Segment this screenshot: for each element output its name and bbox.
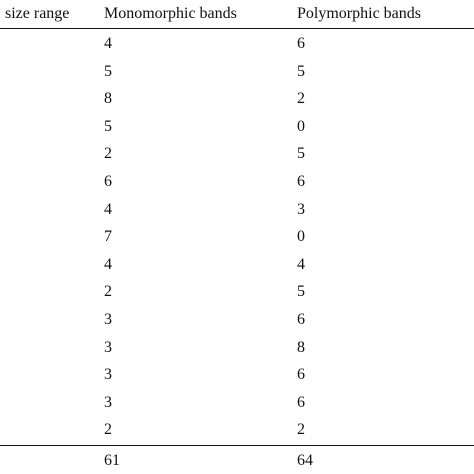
table-cell: 6 bbox=[297, 173, 305, 190]
table-cell: 4 bbox=[104, 200, 112, 218]
table-cell: 6 bbox=[297, 35, 305, 52]
table-cell: 8 bbox=[297, 338, 305, 356]
table-cell: 6 bbox=[297, 366, 305, 384]
table-cell: 6 bbox=[104, 173, 112, 190]
table-cell: 2 bbox=[104, 145, 112, 163]
table-cell: 3 bbox=[297, 200, 305, 218]
total-cell: 64 bbox=[297, 452, 313, 469]
total-cell: 61 bbox=[104, 452, 120, 469]
header-rule bbox=[0, 28, 474, 29]
header-cell: Polymorphic bands bbox=[297, 5, 421, 22]
table-cell: 2 bbox=[297, 90, 305, 108]
table-cell: 8 bbox=[104, 90, 112, 108]
table-cell: 6 bbox=[297, 311, 305, 328]
table-cell: 6 bbox=[297, 393, 305, 411]
total-rule bbox=[0, 445, 474, 446]
table-cell: 3 bbox=[104, 366, 112, 384]
table-cell: 2 bbox=[104, 421, 112, 439]
table-cell: 3 bbox=[104, 338, 112, 356]
table-cell: 4 bbox=[104, 35, 112, 52]
table-cell: 2 bbox=[297, 421, 305, 439]
header-cell: size range bbox=[5, 5, 70, 22]
table-cell: 5 bbox=[104, 117, 112, 135]
table-cell: 5 bbox=[297, 283, 305, 301]
table-cell: 4 bbox=[297, 255, 305, 273]
table-cell: 0 bbox=[297, 117, 305, 135]
header-cell: Monomorphic bands bbox=[104, 5, 237, 22]
table-cell: 4 bbox=[104, 255, 112, 273]
table-cell: 5 bbox=[297, 145, 305, 163]
table-cell: 0 bbox=[297, 228, 305, 246]
table-cell: 3 bbox=[104, 393, 112, 411]
table-cell: 2 bbox=[104, 283, 112, 301]
table-cell: 5 bbox=[297, 62, 305, 80]
table-cell: 7 bbox=[104, 228, 112, 246]
table-cell: 3 bbox=[104, 311, 112, 328]
table-cell: 5 bbox=[104, 62, 112, 80]
